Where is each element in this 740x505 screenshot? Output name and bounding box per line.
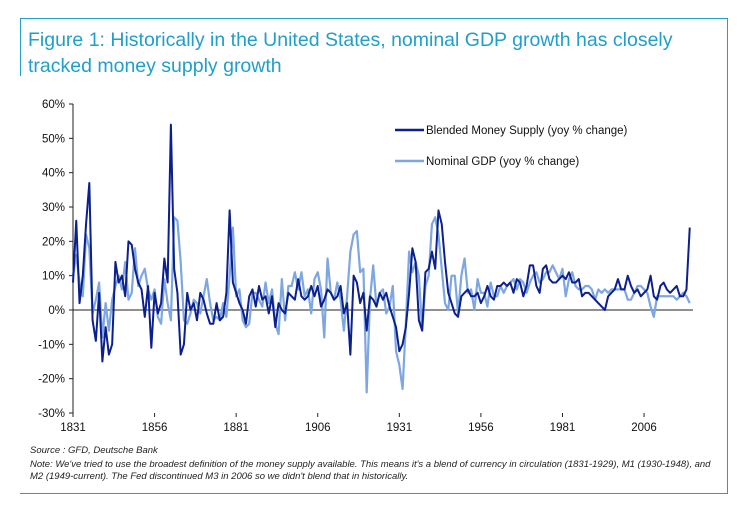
y-tick-label: 10% [42, 271, 65, 283]
y-tick-label: 60% [42, 99, 65, 111]
series-line-money-supply [72, 123, 691, 363]
x-tick-label: 1831 [60, 422, 86, 434]
y-tick-label: 30% [42, 202, 65, 214]
left-border [20, 18, 21, 76]
x-tick-label: 2006 [631, 422, 657, 434]
x-axis-ticks: 1831 1856 1881 1906 1931 1956 1981 2006 [60, 413, 657, 434]
legend-label: Nominal GDP (yoy % change) [426, 156, 579, 168]
axes [72, 104, 693, 413]
top-border [20, 18, 728, 19]
line-chart: 60% 50% 40% 30% 20% 10% 0% -10% -20% -30% 1831 185… [38, 99, 693, 434]
note-text: Note: We've tried to use the broadest de… [30, 459, 711, 482]
source-text: Source : GFD, Deutsche Bank [30, 445, 158, 456]
y-tick-label: 0% [48, 305, 65, 317]
x-tick-label: 1881 [223, 422, 249, 434]
y-tick-label: -10% [38, 339, 65, 351]
legend: Blended Money Supply (yoy % change) Nomin… [395, 125, 628, 168]
y-tick-label: 40% [42, 168, 65, 180]
y-tick-label: 50% [42, 133, 65, 145]
x-tick-label: 1956 [468, 422, 494, 434]
series-layer [71, 123, 691, 394]
bottom-border [20, 493, 728, 494]
y-tick-label: -20% [38, 374, 65, 386]
chart-title: Figure 1: Historically in the United Sta… [28, 29, 673, 77]
series-line-nominal-gdp [71, 216, 691, 394]
y-axis-ticks: 60% 50% 40% 30% 20% 10% 0% -10% -20% -30% [38, 99, 73, 420]
right-border [727, 18, 728, 493]
legend-label: Blended Money Supply (yoy % change) [426, 125, 628, 137]
x-tick-label: 1856 [142, 422, 168, 434]
x-tick-label: 1981 [550, 422, 576, 434]
y-tick-label: 20% [42, 236, 65, 248]
x-tick-label: 1906 [305, 422, 331, 434]
y-tick-label: -30% [38, 408, 65, 420]
x-tick-label: 1931 [387, 422, 413, 434]
